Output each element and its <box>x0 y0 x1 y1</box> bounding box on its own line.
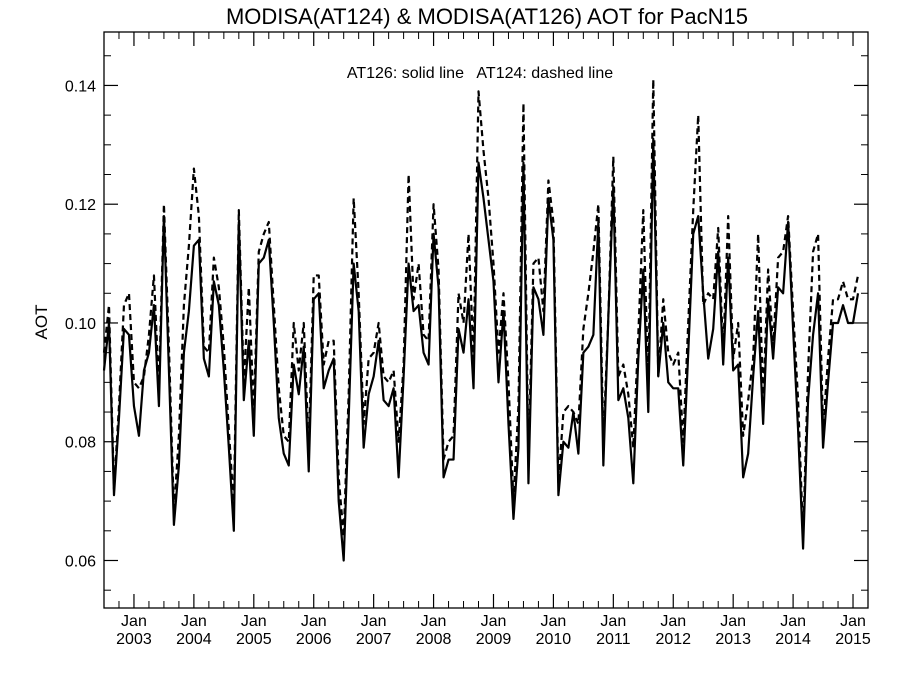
x-tick-month-label: Jan <box>301 613 327 630</box>
x-tick-year-label: 2006 <box>296 631 332 648</box>
x-tick-month-label: Jan <box>361 613 387 630</box>
x-tick-year-label: 2011 <box>596 631 631 648</box>
x-tick-year-label: 2005 <box>236 631 272 648</box>
x-tick-month-label: Jan <box>600 613 626 630</box>
plot-frame <box>103 31 869 609</box>
x-tick-year-label: 2004 <box>176 631 212 648</box>
x-tick-month-label: Jan <box>241 613 267 630</box>
x-tick-year-label: 2014 <box>775 631 811 648</box>
y-tick-label: 0.10 <box>65 316 96 333</box>
series-lines <box>102 78 860 562</box>
x-tick-month-label: Jan <box>660 613 686 630</box>
series-line-dashed <box>102 78 860 538</box>
x-tick-year-label: 2012 <box>655 631 691 648</box>
x-tick-month-label: Jan <box>421 613 447 630</box>
line-style-annotation: AT126: solid line AT124: dashed line <box>347 65 613 82</box>
x-tick-year-label: 2010 <box>536 631 572 648</box>
y-tick-label: 0.12 <box>65 197 96 214</box>
x-tick-month-label: Jan <box>121 613 147 630</box>
tick-labels: 0.060.080.100.120.14Jan2003Jan2004Jan200… <box>65 78 871 648</box>
x-tick-year-label: 2015 <box>835 631 871 648</box>
y-axis-label: AOT <box>32 305 51 340</box>
x-tick-year-label: 2008 <box>416 631 452 648</box>
x-tick-month-label: Jan <box>481 613 507 630</box>
x-tick-month-label: Jan <box>720 613 746 630</box>
x-tick-year-label: 2009 <box>476 631 512 648</box>
chart-title: MODISA(AT124) & MODISA(AT126) AOT for Pa… <box>226 4 748 29</box>
y-tick-label: 0.14 <box>65 78 96 95</box>
x-tick-year-label: 2003 <box>116 631 152 648</box>
axis-ticks <box>103 32 869 608</box>
y-tick-label: 0.08 <box>65 435 96 452</box>
x-tick-month-label: Jan <box>181 613 207 630</box>
series-line-solid <box>102 137 860 562</box>
x-tick-year-label: 2007 <box>356 631 392 648</box>
x-tick-month-label: Jan <box>780 613 806 630</box>
x-tick-year-label: 2013 <box>715 631 751 648</box>
x-tick-month-label: Jan <box>541 613 567 630</box>
y-tick-label: 0.06 <box>65 553 96 570</box>
x-tick-month-label: Jan <box>840 613 866 630</box>
